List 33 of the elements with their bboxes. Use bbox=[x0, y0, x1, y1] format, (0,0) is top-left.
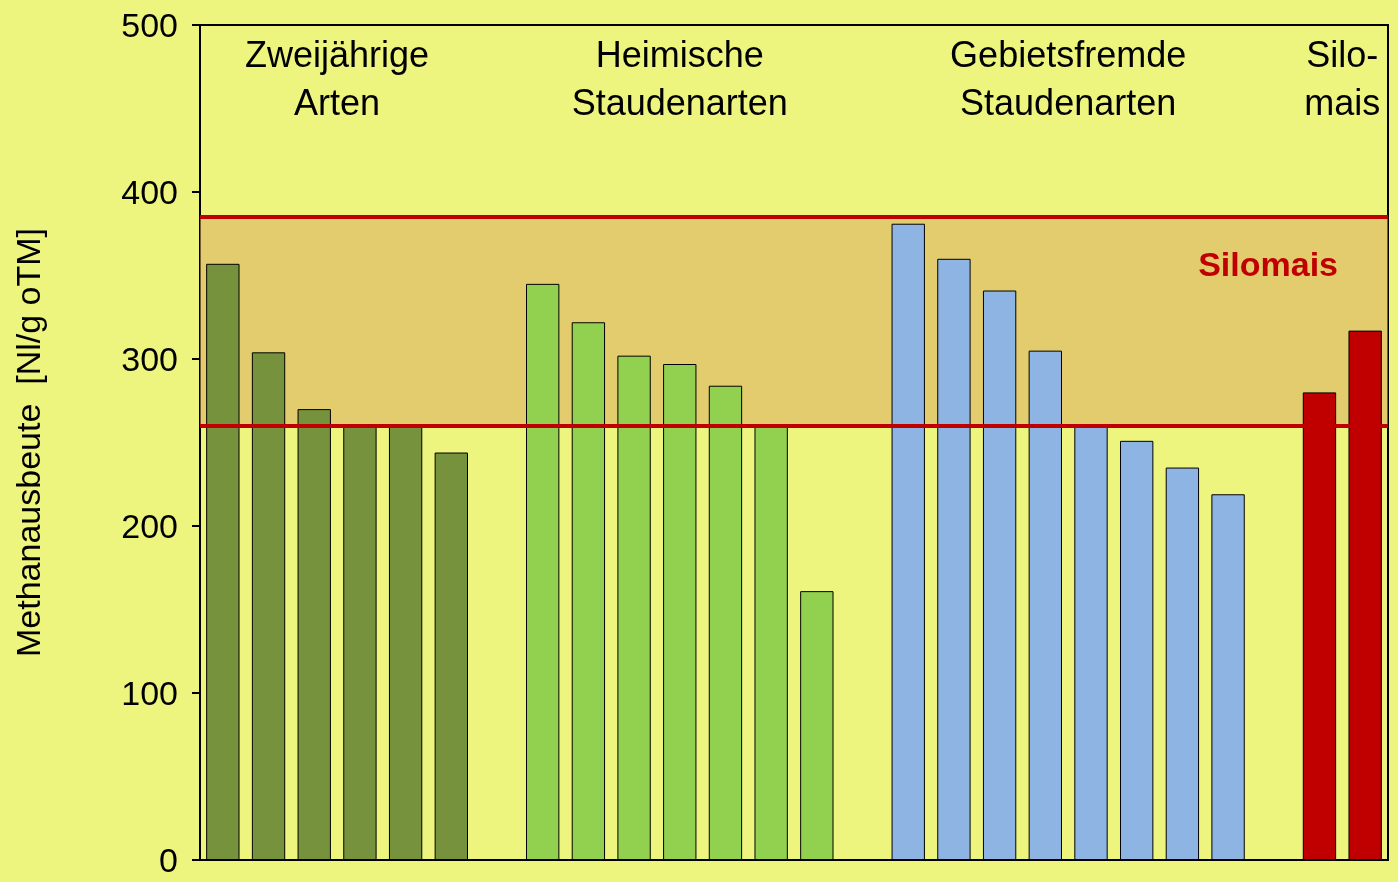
bar bbox=[571, 322, 606, 860]
bar bbox=[754, 425, 788, 860]
y-tick-label: 0 bbox=[159, 841, 178, 879]
y-tick-label: 300 bbox=[121, 340, 178, 378]
bar bbox=[663, 364, 697, 860]
band-label: Silomais bbox=[1198, 245, 1338, 284]
y-tick-label: 400 bbox=[121, 173, 178, 211]
annotation: Heimische Staudenarten bbox=[571, 33, 788, 123]
y-tick-label: 200 bbox=[121, 507, 178, 545]
bar bbox=[206, 263, 240, 860]
y-axis-title: Methanausbeute [Nl/g oTM] bbox=[9, 227, 47, 658]
bar bbox=[1120, 440, 1154, 860]
bar bbox=[800, 591, 834, 860]
bar bbox=[297, 409, 331, 860]
annotation: Zweijährige Arten bbox=[245, 33, 430, 123]
bar bbox=[343, 425, 377, 860]
bar bbox=[388, 425, 423, 860]
bar bbox=[937, 258, 971, 860]
bar bbox=[1028, 350, 1062, 860]
bar bbox=[1165, 467, 1200, 860]
bar bbox=[708, 385, 743, 860]
bar bbox=[1211, 494, 1245, 860]
bar bbox=[1074, 425, 1108, 860]
bar bbox=[434, 452, 468, 860]
bar bbox=[526, 283, 560, 860]
bar bbox=[891, 223, 925, 860]
annotation: Silo- mais bbox=[1304, 33, 1381, 123]
y-tick-label: 100 bbox=[121, 674, 178, 712]
bar bbox=[982, 290, 1017, 860]
bar bbox=[617, 355, 651, 860]
bar bbox=[251, 352, 286, 860]
annotation: Gebietsfremde Staudenarten bbox=[950, 33, 1187, 123]
y-tick-label: 500 bbox=[121, 6, 178, 44]
